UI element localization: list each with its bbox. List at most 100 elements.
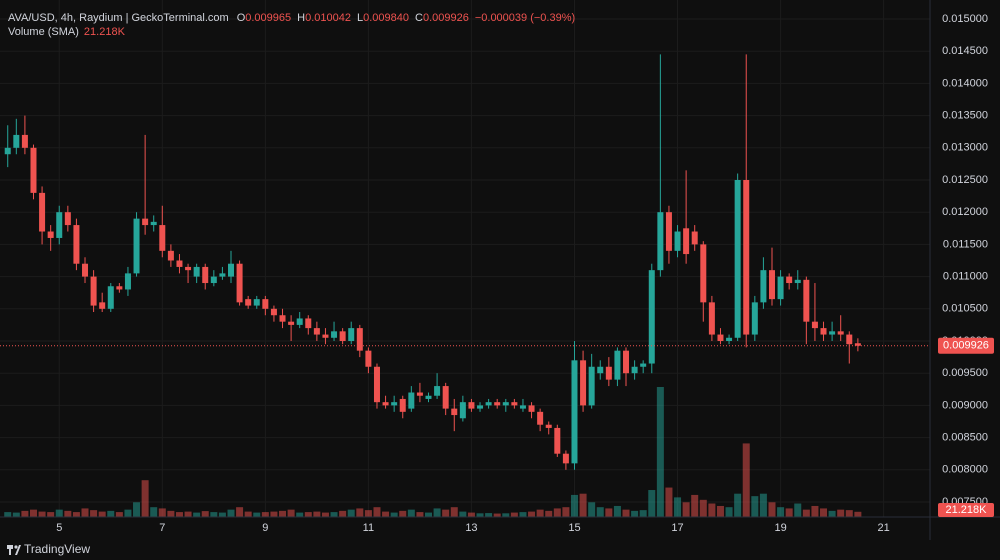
candle-body	[425, 395, 432, 399]
volume-bar	[519, 512, 527, 517]
candle-body	[674, 231, 681, 251]
candle-body	[365, 350, 372, 367]
volume-bar	[236, 507, 244, 517]
volume-bar	[124, 509, 132, 517]
candle-body	[39, 192, 46, 232]
candle-body	[442, 386, 449, 409]
y-tick-label: 0.010500	[942, 303, 988, 315]
candle-body	[837, 331, 844, 335]
y-tick-label: 0.009000	[942, 399, 988, 411]
volume-bar	[553, 508, 561, 517]
candle-body	[519, 405, 526, 409]
volume-bar	[29, 509, 37, 517]
volume-bar	[467, 512, 475, 517]
candle-body	[777, 276, 784, 300]
candle-body	[614, 350, 621, 380]
candle-body	[477, 405, 484, 409]
y-tick-label: 0.013500	[942, 110, 988, 122]
volume-bar	[390, 512, 398, 517]
volume-bar	[751, 496, 759, 517]
candle-body	[580, 360, 587, 406]
candle-body	[768, 270, 775, 300]
volume-bar	[639, 510, 647, 517]
candle-body	[794, 279, 801, 284]
candle-body	[631, 366, 638, 374]
volume-bar	[802, 509, 810, 517]
candle-body	[159, 225, 166, 251]
candle-body	[571, 360, 578, 464]
volume-bar	[210, 512, 218, 517]
candle-body	[751, 302, 758, 335]
volume-bar	[287, 509, 295, 517]
volume-bar	[399, 510, 407, 517]
legend-value: 0.010042	[305, 12, 351, 24]
volume-bar	[347, 509, 355, 517]
candle-body	[511, 402, 518, 406]
candle-body	[99, 302, 106, 309]
volume-bar	[674, 497, 682, 517]
y-tick-label: 0.009500	[942, 367, 988, 379]
volume-bar	[72, 512, 80, 517]
candle-body	[605, 366, 612, 380]
candle-body	[434, 386, 441, 396]
candle-body	[167, 250, 174, 261]
volume-bar	[184, 511, 192, 517]
last-price-box	[938, 337, 994, 354]
volume-bar	[364, 510, 372, 517]
volume-bar	[304, 512, 312, 517]
volume-bar	[64, 510, 72, 517]
volume-bar	[777, 507, 785, 517]
x-tick-label: 9	[262, 522, 268, 534]
volume-bar	[382, 511, 390, 517]
volume-bar	[759, 493, 767, 517]
volume-bar	[613, 505, 621, 517]
volume-bar	[416, 512, 424, 517]
candle-body	[691, 231, 698, 245]
volume-bar	[218, 512, 226, 517]
x-tick-label: 17	[671, 522, 683, 534]
candle-body	[313, 328, 320, 335]
candle-body	[829, 331, 836, 335]
volume-bar	[38, 511, 46, 517]
volume-bar	[570, 494, 578, 517]
volume-bar	[811, 505, 819, 517]
volume-bar	[356, 508, 364, 517]
volume-bar	[528, 511, 536, 517]
brand: TradingView	[24, 542, 90, 556]
candle-body	[124, 273, 131, 290]
candle-body	[494, 402, 501, 406]
candle-body	[64, 212, 71, 226]
candle-body	[648, 270, 655, 364]
candle-body	[811, 321, 818, 329]
grid	[0, 0, 930, 517]
volume-bar	[596, 507, 604, 517]
volume-bar	[768, 502, 776, 517]
legend-value: 0.009965	[245, 12, 291, 24]
x-tick-label: 11	[363, 522, 374, 534]
volume-bar	[837, 509, 845, 517]
candle-body	[82, 263, 89, 277]
candle-body	[373, 366, 380, 403]
candle-body	[253, 299, 260, 306]
legend-key: O	[237, 12, 246, 24]
volume-bar	[167, 510, 175, 517]
volume-bar	[622, 509, 630, 517]
volume-bar	[90, 510, 98, 517]
volume-bar	[562, 507, 570, 517]
volume-bar	[682, 502, 690, 517]
candle-body	[399, 398, 406, 412]
candle-body	[485, 402, 492, 406]
volume-bar	[725, 507, 733, 517]
candle-body	[554, 427, 561, 454]
candle-body	[339, 331, 346, 341]
volume-bar	[201, 511, 209, 517]
candle-body	[90, 276, 97, 306]
candle-body	[21, 134, 28, 148]
volume-label-box	[938, 503, 994, 517]
candle-body	[597, 366, 604, 374]
volume-bar	[227, 509, 235, 517]
logo	[7, 545, 21, 555]
volume-bar	[794, 503, 802, 517]
